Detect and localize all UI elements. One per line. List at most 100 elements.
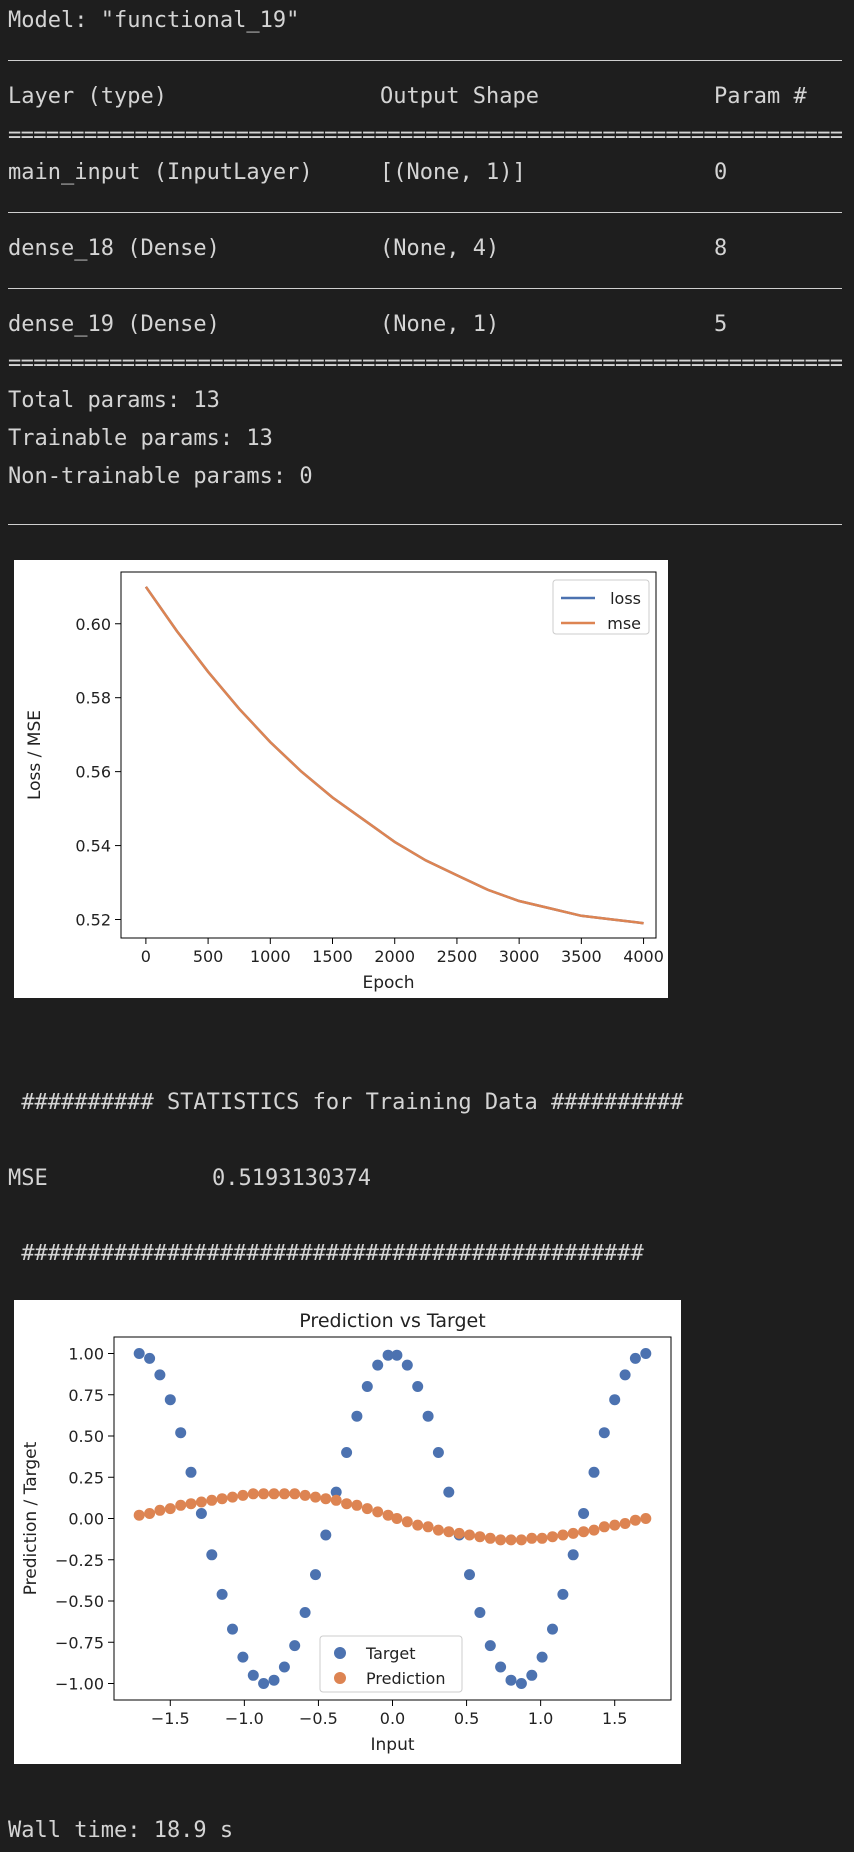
x-tick-label: 0.5 — [454, 1709, 479, 1728]
x-tick-label: 1.5 — [602, 1709, 627, 1728]
scatter-point-target — [195, 1508, 207, 1519]
divider-line — [8, 288, 842, 289]
y-tick-label: 0.56 — [75, 763, 111, 782]
scatter-point-prediction — [453, 1527, 465, 1539]
scatter-point-prediction — [484, 1532, 496, 1544]
non-trainable-params: Non-trainable params: 0 — [8, 464, 313, 489]
legend-label: mse — [607, 614, 641, 633]
y-tick-label: −0.25 — [55, 1551, 104, 1570]
scatter-point-prediction — [578, 1526, 590, 1538]
y-tick-label: 0.54 — [75, 837, 111, 856]
x-tick-label: 500 — [193, 947, 224, 966]
scatter-point-prediction — [432, 1524, 444, 1536]
scatter-point-target — [278, 1661, 290, 1673]
x-tick-label: 0 — [141, 947, 151, 966]
scatter-point-prediction — [422, 1521, 434, 1533]
scatter-point-target — [216, 1588, 228, 1600]
legend-swatch — [334, 1672, 346, 1684]
x-tick-label: 1500 — [312, 947, 353, 966]
scatter-point-target — [567, 1549, 579, 1561]
y-tick-label: 0.25 — [68, 1468, 104, 1487]
y-tick-label: 0.75 — [68, 1386, 104, 1405]
scatter-point-prediction — [443, 1526, 455, 1538]
scatter-point-prediction — [474, 1531, 486, 1543]
scatter-point-prediction — [216, 1493, 228, 1505]
scatter-point-prediction — [227, 1491, 238, 1503]
legend-box — [552, 579, 650, 635]
scatter-point-target — [144, 1352, 156, 1364]
loss-chart-svg: 0 500 1000 1500 2000 2500 3000 3500 4000 0.52 0.54… — [25, 571, 664, 993]
scatter-point-target — [609, 1394, 621, 1406]
scatter-point-target — [474, 1607, 486, 1618]
scatter-point-prediction — [557, 1529, 569, 1541]
row-param-count: 8 — [714, 236, 728, 261]
scatter-point-target — [432, 1447, 444, 1458]
y-tick-label: −1.00 — [55, 1675, 104, 1694]
double-divider: ========================================… — [8, 124, 842, 148]
scatter-point-prediction — [185, 1498, 197, 1510]
row-param-count: 5 — [714, 312, 728, 337]
divider-line — [8, 524, 842, 525]
scatter-point-target — [289, 1640, 301, 1652]
scatter-point-prediction — [629, 1514, 641, 1526]
row-output-shape: [(None, 1)] — [380, 160, 526, 185]
scatter-point-prediction — [237, 1489, 249, 1501]
scatter-point-prediction — [382, 1509, 394, 1521]
scatter-point-prediction — [154, 1504, 166, 1516]
divider-line — [8, 212, 842, 213]
scatter-point-target — [464, 1569, 475, 1581]
scatter-point-target — [557, 1588, 569, 1600]
scatter-point-target — [422, 1410, 434, 1422]
scatter-point-target — [598, 1427, 610, 1439]
x-tick-label: 2000 — [374, 947, 415, 966]
scatter-point-target — [372, 1359, 384, 1371]
scatter-point-target — [268, 1674, 280, 1686]
scatter-point-prediction — [247, 1488, 259, 1500]
x-tick-label: 0.0 — [380, 1709, 405, 1728]
scatter-point-target — [515, 1678, 527, 1689]
scatter-point-target — [351, 1410, 363, 1422]
x-axis-label: Input — [370, 1735, 414, 1755]
scatter-point-prediction — [351, 1499, 363, 1511]
scatter-point-prediction — [133, 1509, 145, 1521]
row-layer-name: dense_19 (Dense) — [8, 312, 220, 337]
scatter-point-target — [185, 1466, 197, 1478]
header-param-count: Param # — [714, 84, 807, 109]
prediction-chart: Prediction vs Target −1.5 −1.0 −0.5 0.0 0.5 1.… — [14, 1300, 681, 1764]
scatter-point-prediction — [278, 1488, 290, 1500]
scatter-point-target — [258, 1678, 270, 1689]
stats-header: ########## STATISTICS for Training Data … — [8, 1090, 684, 1115]
chart-title: Prediction vs Target — [299, 1310, 485, 1332]
scatter-point-prediction — [401, 1516, 413, 1528]
scatter-point-target — [505, 1674, 517, 1686]
scatter-point-target — [526, 1669, 538, 1681]
series-line-loss — [144, 586, 644, 925]
scatter-point-prediction — [464, 1529, 475, 1541]
scatter-point-prediction — [505, 1534, 517, 1546]
scatter-point-prediction — [588, 1524, 600, 1536]
scatter-point-target — [484, 1640, 496, 1652]
y-tick-label: 1.00 — [68, 1345, 104, 1364]
scatter-point-prediction — [619, 1518, 631, 1529]
x-tick-label: 2500 — [437, 947, 478, 966]
scatter-point-target — [401, 1359, 413, 1371]
loss-chart: 0 500 1000 1500 2000 2500 3000 3500 4000 0.52 0.54… — [14, 560, 668, 998]
y-tick-label: 0.50 — [68, 1427, 104, 1446]
legend-box — [319, 1635, 463, 1693]
x-tick-label: −1.0 — [225, 1709, 264, 1728]
scatter-point-target — [341, 1447, 353, 1458]
trainable-params: Trainable params: 13 — [8, 426, 273, 451]
scatter-point-prediction — [310, 1491, 321, 1503]
scatter-point-target — [382, 1349, 394, 1361]
scatter-point-prediction — [195, 1496, 207, 1508]
scatter-point-prediction — [341, 1498, 353, 1510]
header-layer-type: Layer (type) — [8, 84, 167, 109]
scatter-point-prediction — [289, 1488, 301, 1500]
scatter-point-prediction — [175, 1499, 187, 1511]
scatter-point-target — [619, 1369, 631, 1381]
legend-label: loss — [610, 589, 641, 608]
scatter-point-target — [206, 1549, 218, 1561]
x-tick-label: 4000 — [623, 947, 664, 966]
mse-label: MSE — [8, 1166, 48, 1191]
scatter-point-prediction — [598, 1521, 610, 1533]
